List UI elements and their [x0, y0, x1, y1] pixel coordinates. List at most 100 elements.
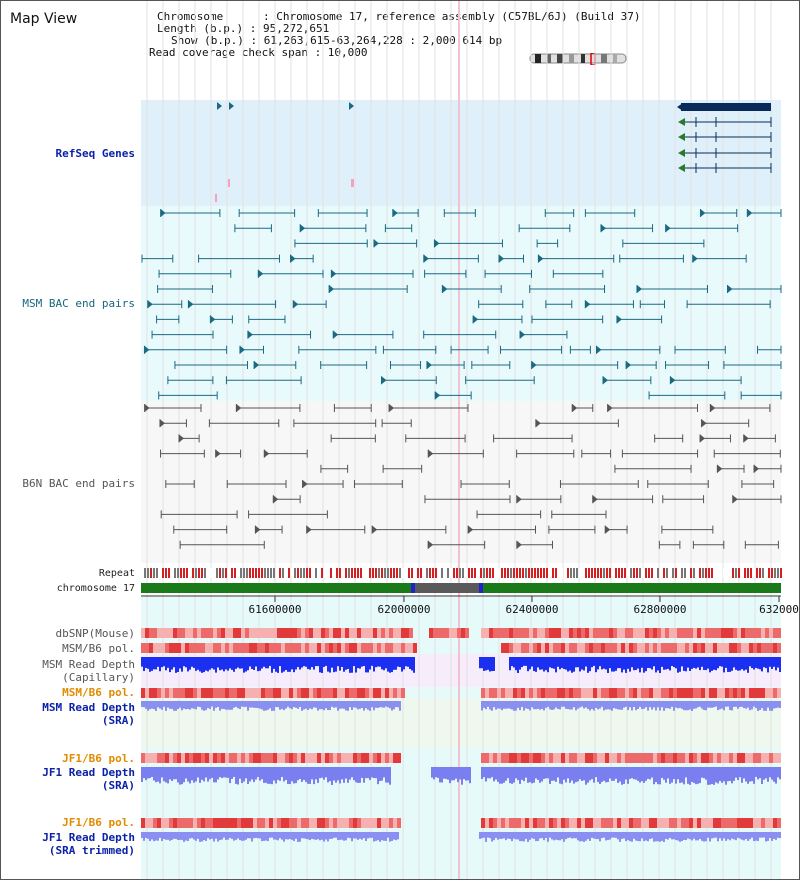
chromosome-info: Chromosome : Chromosome 17, reference as…	[157, 10, 641, 23]
repeat-mark	[246, 568, 248, 578]
read-depth-bar	[211, 767, 213, 778]
read-depth-bar	[729, 701, 731, 711]
read-depth-bar	[599, 701, 601, 709]
read-depth-bar	[583, 701, 585, 709]
polymorphism-cell	[525, 753, 529, 763]
polymorphism-cell	[197, 643, 201, 653]
repeat-mark	[333, 568, 335, 578]
read-depth-bar	[433, 767, 435, 780]
polymorphism-cell	[377, 628, 381, 638]
polymorphism-cell	[261, 688, 265, 698]
read-depth-bar	[383, 767, 385, 778]
read-depth-bar	[723, 767, 725, 782]
polymorphism-cell	[393, 688, 397, 698]
read-depth-bar	[169, 657, 171, 673]
repeat-mark	[240, 568, 242, 578]
polymorphism-cell	[329, 818, 333, 828]
read-depth-bar	[253, 832, 255, 839]
read-depth-bar	[639, 767, 641, 783]
repeat-mark	[261, 568, 263, 578]
polymorphism-cell	[209, 628, 213, 638]
read-depth-bar	[599, 832, 601, 842]
read-depth-bar	[195, 701, 197, 710]
track-label-chromosome: chromosome 17	[56, 583, 135, 594]
read-depth-bar	[523, 832, 525, 842]
read-depth-bar	[341, 657, 343, 667]
read-depth-bar	[487, 767, 489, 779]
polymorphism-cell	[229, 753, 233, 763]
read-depth-bar	[393, 701, 395, 710]
repeat-mark	[537, 568, 539, 578]
repeat-mark	[324, 568, 326, 578]
read-depth-bar	[769, 767, 771, 778]
polymorphism-cell	[765, 753, 769, 763]
polymorphism-cell	[705, 753, 709, 763]
read-depth-bar	[289, 657, 291, 672]
polymorphism-cell	[177, 628, 181, 638]
read-depth-bar	[189, 767, 191, 784]
polymorphism-cell	[165, 818, 169, 828]
read-depth-bar	[697, 701, 699, 708]
read-depth-bar	[587, 701, 589, 710]
polymorphism-cell	[609, 688, 613, 698]
polymorphism-cell	[753, 628, 757, 638]
polymorphism-cell	[217, 628, 221, 638]
polymorphism-cell	[169, 628, 173, 638]
read-depth-bar	[675, 832, 677, 841]
repeat-mark	[567, 568, 569, 578]
polymorphism-cell	[257, 643, 261, 653]
read-depth-bar	[715, 767, 717, 783]
read-depth-bar	[483, 832, 485, 838]
polymorphism-cell	[145, 688, 149, 698]
polymorphism-cell	[625, 643, 629, 653]
read-depth-bar	[143, 767, 145, 779]
polymorphism-cell	[697, 643, 701, 653]
read-depth-bar	[351, 767, 353, 778]
read-depth-bar	[379, 767, 381, 782]
read-depth-bar	[151, 701, 153, 709]
read-depth-bar	[455, 767, 457, 779]
read-depth-bar	[269, 767, 271, 784]
read-depth-bar	[453, 767, 455, 781]
read-depth-bar	[155, 832, 157, 841]
read-depth-bar	[585, 767, 587, 785]
polymorphism-cell	[277, 753, 281, 763]
chromosome-ideogram[interactable]	[529, 53, 629, 65]
read-depth-bar	[643, 657, 645, 673]
repeat-mark	[231, 568, 233, 578]
read-depth-bar	[339, 657, 341, 671]
polymorphism-cell	[701, 818, 705, 828]
polymorphism-cell	[545, 628, 549, 638]
repeat-mark	[579, 568, 581, 578]
read-depth-bar	[725, 657, 727, 668]
polymorphism-cell	[529, 818, 533, 828]
polymorphism-cell	[561, 753, 565, 763]
polymorphism-cell	[705, 818, 709, 828]
read-depth-bar	[689, 657, 691, 671]
read-depth-bar	[553, 657, 555, 669]
read-depth-bar	[187, 657, 189, 672]
polymorphism-cell	[149, 628, 153, 638]
read-depth-bar	[741, 701, 743, 707]
polymorphism-cell	[673, 753, 677, 763]
polymorphism-cell	[489, 818, 493, 828]
polymorphism-cell	[389, 643, 393, 653]
polymorphism-cell	[481, 753, 485, 763]
repeat-mark	[441, 568, 443, 578]
read-depth-bar	[525, 767, 527, 778]
polymorphism-cell	[713, 643, 717, 653]
read-depth-bar	[181, 657, 183, 672]
read-depth-bar	[579, 832, 581, 842]
read-depth-bar	[557, 657, 559, 667]
repeat-mark	[684, 568, 686, 578]
read-depth-bar	[739, 701, 741, 707]
read-depth-bar	[725, 701, 727, 707]
polymorphism-cell	[621, 643, 625, 653]
polymorphism-cell	[621, 753, 625, 763]
polymorphism-cell	[149, 753, 153, 763]
read-depth-bar	[333, 657, 335, 673]
repeat-mark	[156, 568, 158, 578]
polymorphism-cell	[225, 753, 229, 763]
read-depth-bar	[293, 767, 295, 784]
